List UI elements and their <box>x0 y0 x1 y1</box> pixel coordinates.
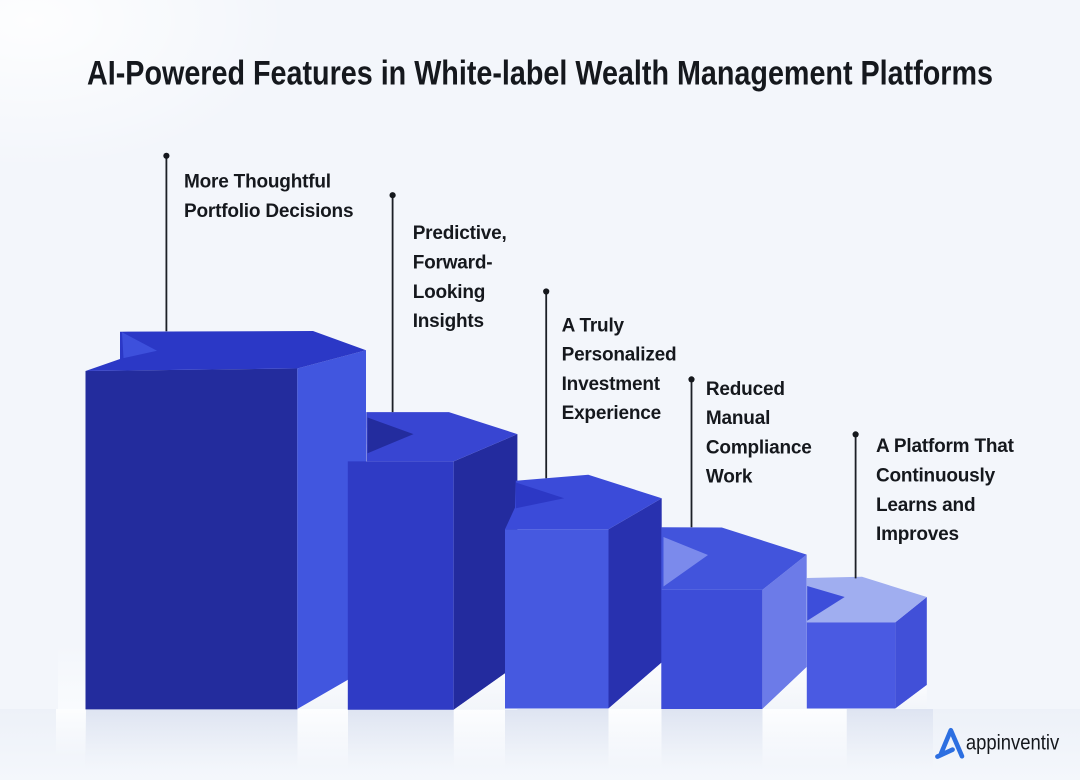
svg-text:Improves: Improves <box>876 524 959 545</box>
svg-text:Experience: Experience <box>562 403 661 424</box>
svg-text:Manual: Manual <box>706 408 770 429</box>
svg-text:A Truly: A Truly <box>562 315 625 336</box>
svg-text:Looking: Looking <box>413 282 485 303</box>
svg-text:AI-Powered Features in White-l: AI-Powered Features in White-label Wealt… <box>87 55 993 93</box>
svg-text:Continuously: Continuously <box>876 466 996 487</box>
svg-text:Insights: Insights <box>413 311 484 332</box>
svg-text:Investment: Investment <box>562 374 661 395</box>
svg-text:More Thoughtful: More Thoughtful <box>184 172 331 193</box>
svg-text:Forward-: Forward- <box>413 253 493 274</box>
svg-text:Portfolio Decisions: Portfolio Decisions <box>184 201 353 222</box>
svg-text:A Platform That: A Platform That <box>876 436 1015 457</box>
svg-text:appinventiv: appinventiv <box>966 731 1060 755</box>
svg-text:Work: Work <box>706 467 753 488</box>
svg-text:Reduced: Reduced <box>706 379 785 400</box>
svg-text:Learns and: Learns and <box>876 495 975 516</box>
svg-text:Compliance: Compliance <box>706 437 812 458</box>
svg-text:Predictive,: Predictive, <box>413 223 507 244</box>
svg-text:Personalized: Personalized <box>562 345 677 366</box>
